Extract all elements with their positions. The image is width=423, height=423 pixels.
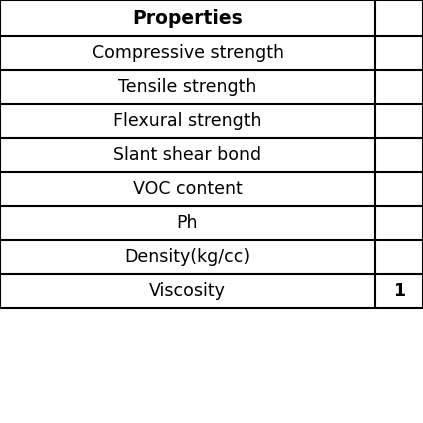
Text: Density(kg/cc): Density(kg/cc)	[124, 248, 250, 266]
Text: Viscosity: Viscosity	[149, 282, 226, 300]
Text: Ph: Ph	[177, 214, 198, 232]
Text: Tensile strength: Tensile strength	[118, 78, 257, 96]
Text: Slant shear bond: Slant shear bond	[113, 146, 261, 164]
Text: Compressive strength: Compressive strength	[91, 44, 283, 62]
Text: VOC content: VOC content	[133, 180, 242, 198]
Text: Properties: Properties	[132, 8, 243, 27]
Text: 1: 1	[393, 282, 405, 300]
Text: Flexural strength: Flexural strength	[113, 112, 262, 130]
